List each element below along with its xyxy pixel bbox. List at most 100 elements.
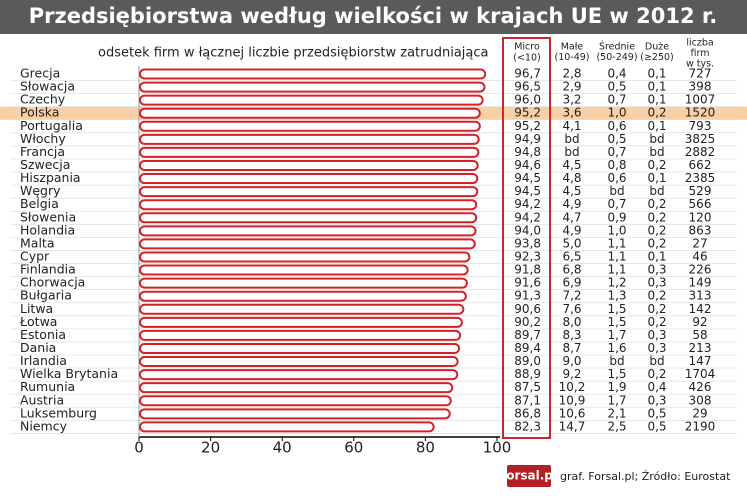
table-cell: 0,2 — [647, 158, 666, 172]
table-cell: 426 — [689, 380, 712, 394]
table-cell: 0,7 — [607, 93, 626, 107]
source-credit: graf. Forsal.pl; Źródło: Eurostat — [560, 470, 731, 483]
table-cell: 29 — [692, 406, 707, 420]
value-label: 91,6 — [514, 276, 541, 290]
category-label: Słowacja — [20, 79, 75, 94]
table-cell: 120 — [689, 210, 712, 224]
category-label: Belgia — [20, 196, 59, 211]
table-cell: 4,9 — [562, 197, 581, 211]
table-cell: 8,0 — [562, 315, 581, 329]
table-cell: 0,2 — [647, 106, 666, 120]
bar — [139, 159, 479, 171]
table-cell: 0,6 — [607, 171, 626, 185]
table-cell: 2,5 — [607, 419, 626, 433]
column-header: w tys. — [686, 59, 714, 70]
table-cell: 1,0 — [607, 106, 626, 120]
table-cell: 4,8 — [562, 171, 581, 185]
value-label: 94,8 — [514, 145, 541, 159]
value-label: 94,5 — [514, 184, 541, 198]
table-cell: 0,1 — [647, 93, 666, 107]
table-cell: 0,5 — [647, 419, 666, 433]
table-cell: 0,6 — [607, 119, 626, 133]
table-cell: 0,4 — [647, 380, 666, 394]
table-cell: 0,3 — [647, 328, 666, 342]
value-label: 89,0 — [514, 354, 541, 368]
table-cell: 308 — [689, 393, 712, 407]
table-cell: bd — [564, 145, 579, 159]
category-label: Hiszpania — [20, 170, 81, 185]
table-cell: 5,0 — [562, 236, 581, 250]
value-label: 93,8 — [514, 236, 541, 250]
category-label: Holandia — [20, 222, 75, 237]
bar — [139, 107, 481, 119]
table-cell: 0,5 — [607, 80, 626, 94]
column-header: (≥250) — [640, 52, 674, 63]
value-label: 94,0 — [514, 223, 541, 237]
table-cell: 6,8 — [562, 263, 581, 277]
table-cell: 727 — [689, 67, 712, 81]
table-cell: 0,3 — [647, 393, 666, 407]
table-cell: 1,6 — [607, 341, 626, 355]
category-label: Portugalia — [20, 118, 83, 133]
table-cell: 863 — [689, 223, 712, 237]
bar — [139, 68, 487, 80]
value-label: 95,2 — [514, 106, 541, 120]
value-label: 95,2 — [514, 119, 541, 133]
column-header: liczba — [686, 38, 713, 49]
table-cell: 2385 — [685, 171, 716, 185]
bar — [139, 251, 471, 263]
table-cell: 1,1 — [607, 249, 626, 263]
category-label: Estonia — [20, 327, 66, 342]
table-cell: 14,7 — [559, 419, 586, 433]
table-cell: 1,1 — [607, 263, 626, 277]
table-cell: 4,7 — [562, 210, 581, 224]
table-cell: 1,7 — [607, 328, 626, 342]
table-cell: 1,5 — [607, 367, 626, 381]
chart-title: Przedsiębiorstwa według wielkości w kraj… — [29, 4, 718, 28]
table-cell: 46 — [692, 249, 707, 263]
bar — [139, 94, 484, 106]
bar — [139, 290, 467, 302]
table-cell: 1,7 — [607, 393, 626, 407]
table-cell: bd — [649, 184, 664, 198]
value-label: 87,1 — [514, 393, 541, 407]
column-header: Małe — [561, 42, 584, 53]
table-cell: 0,3 — [647, 263, 666, 277]
category-label: Węgry — [20, 183, 61, 198]
x-tick-label: 60 — [344, 439, 363, 457]
bar — [139, 408, 451, 420]
table-cell: bd — [649, 354, 664, 368]
table-cell: 0,2 — [647, 367, 666, 381]
table-cell: 313 — [689, 289, 712, 303]
table-cell: 2190 — [685, 419, 716, 433]
column-header: Średnie — [599, 41, 635, 53]
category-label: Niemcy — [20, 418, 68, 433]
value-label: 86,8 — [514, 406, 541, 420]
table-cell: 2882 — [685, 145, 716, 159]
category-label: Szwecja — [20, 157, 70, 172]
table-cell: 0,1 — [647, 171, 666, 185]
table-cell: 58 — [692, 328, 707, 342]
table-cell: bd — [609, 184, 624, 198]
column-header: (50-249) — [596, 52, 637, 63]
table-cell: 0,1 — [647, 249, 666, 263]
table-cell: 149 — [689, 276, 712, 290]
logo-box — [507, 465, 551, 487]
value-label: 96,5 — [514, 80, 541, 94]
value-label: 90,2 — [514, 315, 541, 329]
bar — [139, 186, 479, 198]
table-cell: 7,2 — [562, 289, 581, 303]
bar — [139, 356, 459, 368]
value-label: 91,8 — [514, 263, 541, 277]
table-cell: 2,8 — [562, 67, 581, 81]
value-label: 94,2 — [514, 197, 541, 211]
column-header: Duże — [645, 42, 669, 53]
table-cell: 2,1 — [607, 406, 626, 420]
x-tick-label: 0 — [134, 439, 144, 457]
table-cell: 0,1 — [647, 80, 666, 94]
table-cell: 9,0 — [562, 354, 581, 368]
table-cell: 0,2 — [647, 236, 666, 250]
bar — [139, 382, 454, 394]
value-label: 90,6 — [514, 302, 541, 316]
category-label: Malta — [20, 235, 54, 250]
